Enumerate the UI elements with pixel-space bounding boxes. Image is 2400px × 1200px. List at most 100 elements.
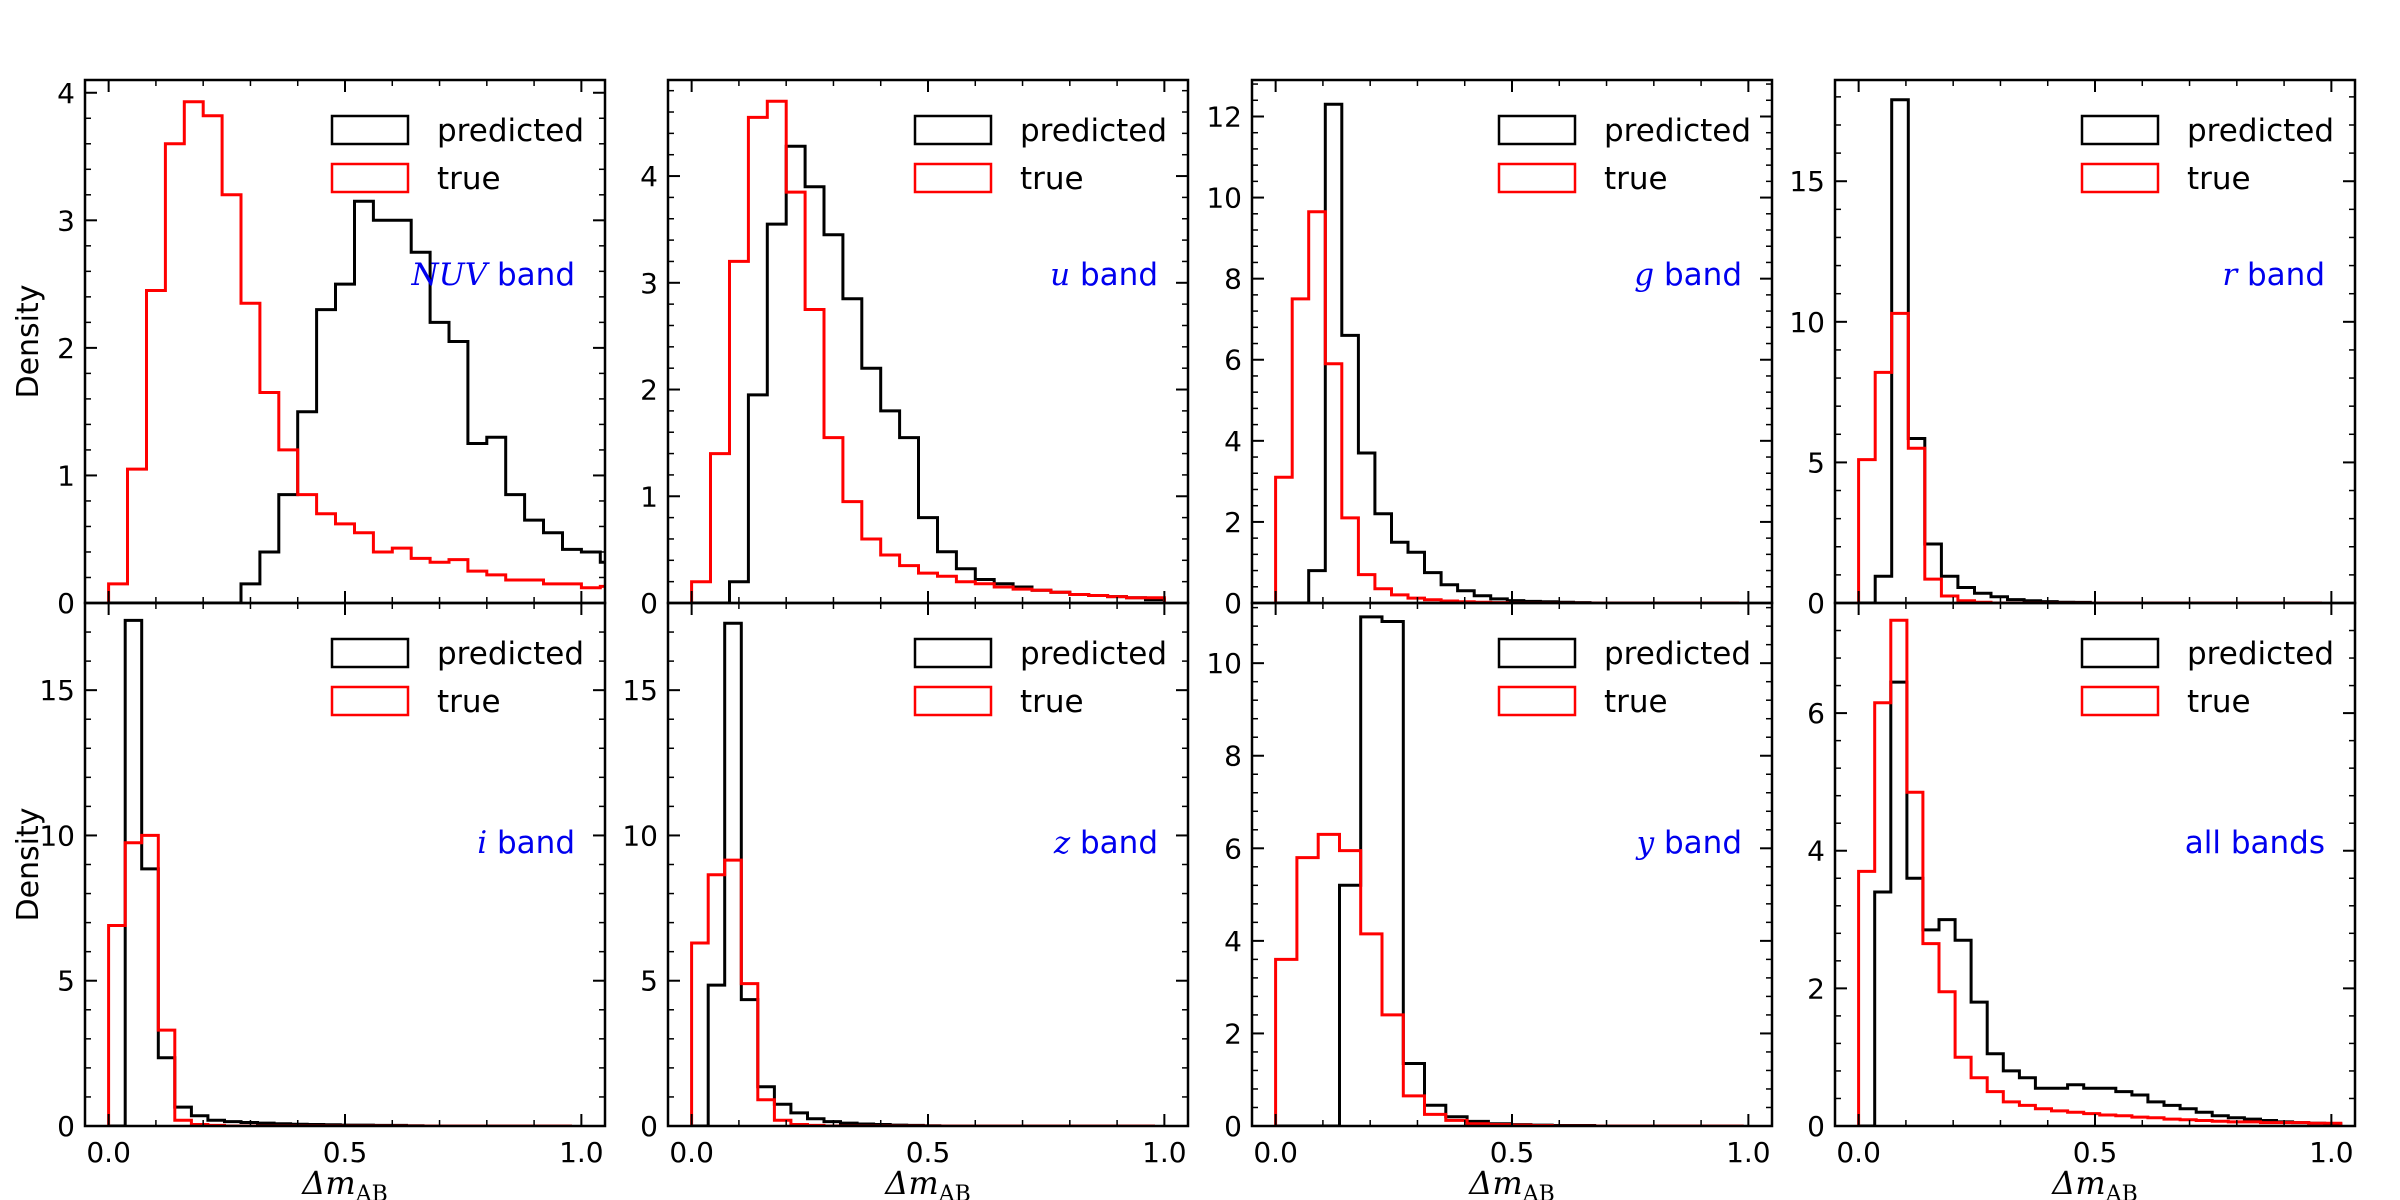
histogram-true-series bbox=[1274, 210, 1739, 603]
legend-swatch-predicted bbox=[2080, 114, 2160, 146]
y-tick-label: 4 bbox=[1224, 425, 1242, 458]
y-tick-label: 8 bbox=[1224, 740, 1242, 773]
y-tick-label: 3 bbox=[640, 267, 658, 300]
y-tick-label: 2 bbox=[57, 332, 75, 365]
x-tick-label: 0.0 bbox=[86, 1136, 131, 1169]
legend-swatch-true bbox=[330, 162, 410, 194]
x-tick-label: 0.5 bbox=[906, 1136, 951, 1169]
x-axis-title-main: Δm bbox=[2050, 1164, 2105, 1200]
y-tick-label: 0 bbox=[1807, 1110, 1825, 1143]
y-tick-label: 15 bbox=[39, 674, 75, 707]
y-tick-label: 5 bbox=[1807, 446, 1825, 479]
x-axis-title: ΔmAB bbox=[300, 1164, 388, 1200]
y-tick-label: 6 bbox=[1224, 344, 1242, 377]
x-axis-title-main: Δm bbox=[883, 1164, 938, 1200]
x-axis-title-sub: AB bbox=[1522, 1182, 1555, 1200]
legend-label-true: true bbox=[437, 684, 501, 720]
legend-swatch-true bbox=[913, 162, 993, 194]
y-tick-label: 10 bbox=[39, 819, 75, 852]
band-label-symbol: u bbox=[1050, 257, 1080, 293]
y-tick-label: 4 bbox=[640, 160, 658, 193]
y-tick-label: 5 bbox=[57, 965, 75, 998]
x-tick-label: 1.0 bbox=[559, 1136, 604, 1169]
histogram-predicted-series bbox=[1275, 102, 1739, 603]
x-axis-title-main: Δm bbox=[1467, 1164, 1522, 1200]
panel-5: 0.0 0.5 1.0 ΔmAB 0 5 10 15 predicted true i band De… bbox=[11, 601, 607, 1200]
legend-label-true: true bbox=[437, 161, 501, 197]
x-axis-title-main: Δm bbox=[300, 1164, 355, 1200]
y-tick-label: 8 bbox=[1224, 263, 1242, 296]
y-tick-label: 2 bbox=[640, 374, 658, 407]
panel-1: 0 1 2 3 4 predicted true NUV band Density bbox=[11, 77, 607, 620]
legend-swatch-true bbox=[330, 685, 410, 717]
y-tick-label: 10 bbox=[622, 819, 658, 852]
histogram-true-series bbox=[107, 100, 605, 603]
band-label-text: band bbox=[497, 825, 575, 861]
band-label-symbol: z bbox=[1053, 825, 1080, 861]
histogram-predicted-series bbox=[1858, 98, 2322, 603]
y-tick-label: 4 bbox=[57, 77, 75, 110]
panel-2: 0 1 2 3 4 predicted true u band bbox=[640, 78, 1190, 620]
y-tick-label: 3 bbox=[57, 204, 75, 237]
legend-label-true: true bbox=[1020, 684, 1084, 720]
y-tick-label: 0 bbox=[57, 1110, 75, 1143]
legend-swatch-true bbox=[2080, 685, 2160, 717]
y-tick-label: 0 bbox=[640, 1110, 658, 1143]
legend-swatch-predicted bbox=[913, 637, 993, 669]
legend-label-predicted: predicted bbox=[1020, 113, 1167, 149]
y-tick-label: 4 bbox=[1807, 835, 1825, 868]
legend-label-true: true bbox=[1020, 161, 1084, 197]
legend-swatch-true bbox=[2080, 162, 2160, 194]
x-axis-title: ΔmAB bbox=[1467, 1164, 1555, 1200]
y-tick-label: 2 bbox=[1224, 506, 1242, 539]
histogram-true-series bbox=[107, 833, 572, 1126]
band-label-text: band bbox=[2247, 257, 2325, 293]
y-tick-label: 1 bbox=[640, 480, 658, 513]
legend-label-true: true bbox=[2187, 684, 2251, 720]
histogram-true-series bbox=[1274, 832, 1744, 1126]
y-tick-label: 0 bbox=[57, 587, 75, 620]
legend-swatch-predicted bbox=[1497, 637, 1577, 669]
panel-6: 0.0 0.5 1.0 ΔmAB 0 5 10 15 predicted true z band bbox=[622, 601, 1190, 1200]
band-label: g band bbox=[1634, 257, 1742, 293]
band-label-text: band bbox=[1664, 257, 1742, 293]
panel-4: 0 5 10 15 predicted true r band bbox=[1789, 78, 2357, 620]
band-label-text: band bbox=[1664, 825, 1742, 861]
y-tick-label: 0 bbox=[1224, 1110, 1242, 1143]
histogram-true-series bbox=[690, 858, 1155, 1126]
band-label-symbol: g bbox=[1634, 257, 1664, 293]
y-tick-label: 10 bbox=[1206, 647, 1242, 680]
band-label-symbol: NUV bbox=[411, 257, 498, 293]
legend-swatch-true bbox=[1497, 162, 1577, 194]
band-label: y band bbox=[1635, 825, 1742, 861]
band-label: NUV band bbox=[411, 257, 576, 293]
legend-label-true: true bbox=[1604, 684, 1668, 720]
y-tick-label: 10 bbox=[1206, 182, 1242, 215]
band-label-symbol: r bbox=[2222, 257, 2247, 293]
y-tick-label: 6 bbox=[1224, 832, 1242, 865]
legend-swatch-predicted bbox=[2080, 637, 2160, 669]
band-label-symbol: i bbox=[477, 825, 497, 861]
legend-swatch-predicted bbox=[330, 637, 410, 669]
band-label: i band bbox=[477, 825, 575, 861]
legend-label-true: true bbox=[1604, 161, 1668, 197]
x-axis-title-sub: AB bbox=[355, 1182, 388, 1200]
band-label-text: all bands bbox=[2185, 825, 2325, 861]
legend-swatch-predicted bbox=[330, 114, 410, 146]
band-label: all bands bbox=[2185, 825, 2325, 861]
x-axis-title: ΔmAB bbox=[2050, 1164, 2138, 1200]
histogram-true-series bbox=[1857, 311, 2322, 603]
legend-label-predicted: predicted bbox=[437, 113, 584, 149]
legend-label-predicted: predicted bbox=[2187, 636, 2334, 672]
legend-label-predicted: predicted bbox=[1604, 113, 1751, 149]
legend-swatch-true bbox=[913, 685, 993, 717]
panel-7: 0.0 0.5 1.0 ΔmAB 0 2 4 6 8 10 predicted true y band bbox=[1206, 601, 1774, 1200]
legend-label-predicted: predicted bbox=[2187, 113, 2334, 149]
y-tick-label: 10 bbox=[1789, 306, 1825, 339]
band-label-text: band bbox=[1080, 825, 1158, 861]
histogram-predicted-series bbox=[1858, 680, 2343, 1126]
x-tick-label: 0.5 bbox=[1490, 1136, 1535, 1169]
y-tick-label: 15 bbox=[622, 674, 658, 707]
legend-label-predicted: predicted bbox=[1020, 636, 1167, 672]
y-tick-label: 4 bbox=[1224, 925, 1242, 958]
